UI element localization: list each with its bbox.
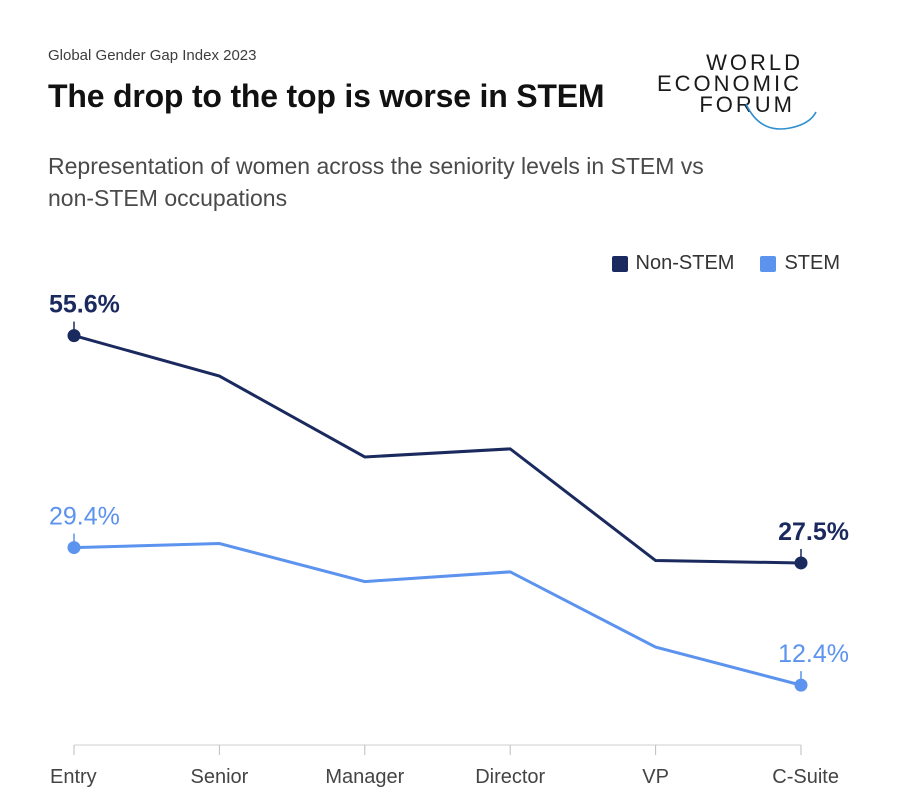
series-line-non-stem [73, 334, 802, 565]
data-label-non-stem-entry: 55.6% [49, 291, 120, 319]
data-label-stem-c-suite: 12.4% [778, 640, 849, 668]
chart-legend: Non-STEM STEM [611, 252, 840, 275]
legend-item-stem: STEM [760, 252, 840, 275]
logo-arc-icon [745, 103, 817, 130]
point-non-stem-c-suite [794, 556, 808, 570]
legend-swatch-non-stem [611, 255, 628, 272]
legend-swatch-stem [760, 255, 777, 272]
x-tick-label-vp: VP [642, 766, 669, 788]
logo-line-world: WORLD [706, 50, 803, 75]
data-label-stem-entry: 29.4% [49, 503, 120, 531]
legend-item-non-stem: Non-STEM [611, 252, 735, 275]
data-label-non-stem-c-suite: 27.5% [778, 518, 849, 546]
chart-title: The drop to the top is worse in STEM [48, 78, 605, 114]
x-tick-label-manager: Manager [325, 766, 404, 788]
point-stem-c-suite [794, 678, 808, 692]
wef-logo: WORLD ECONOMIC FORUM [657, 42, 860, 137]
x-tick-label-c-suite: C-Suite [772, 766, 839, 788]
series-line-stem [73, 542, 802, 687]
logo-line-economic: ECONOMIC [657, 71, 802, 96]
chart-source: Global Gender Gap Index 2023 [48, 47, 257, 64]
legend-label-stem: STEM [784, 252, 840, 274]
point-stem-entry [67, 541, 81, 555]
x-tick-label-senior: Senior [190, 766, 248, 788]
legend-label-non-stem: Non-STEM [635, 252, 735, 274]
x-tick-label-director: Director [475, 766, 545, 788]
chart-subtitle: Representation of women across the senio… [48, 153, 704, 211]
point-non-stem-entry [67, 329, 81, 343]
x-tick-label-entry: Entry [50, 766, 97, 788]
